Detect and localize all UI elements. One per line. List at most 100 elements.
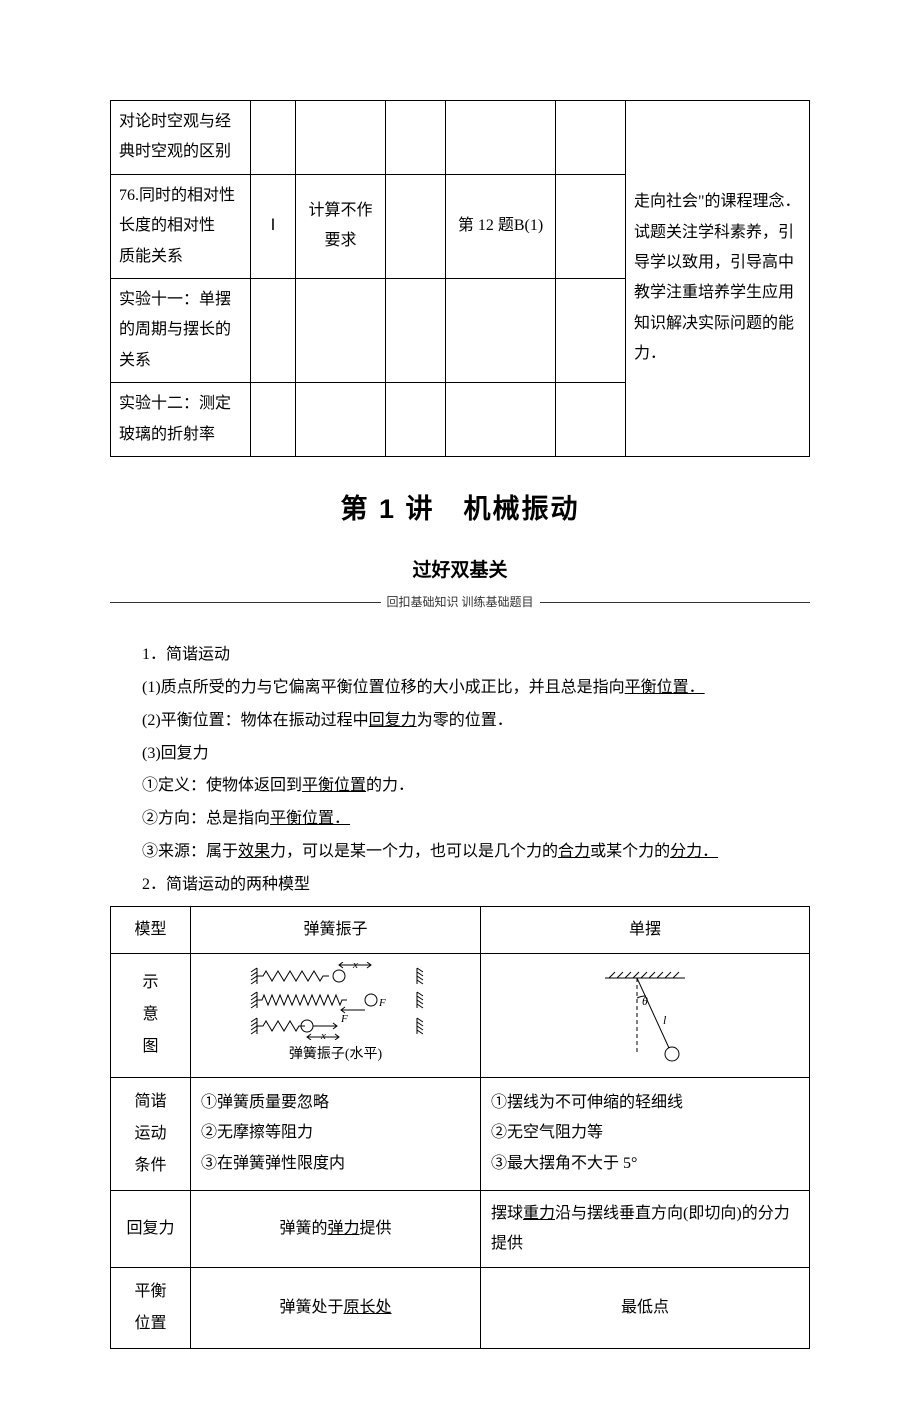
- cell: [251, 383, 296, 457]
- pendulum-diagram: θ l: [565, 968, 725, 1063]
- header-cell: 模型: [111, 906, 191, 953]
- cell: 对论时空观与经典时空观的区别: [111, 101, 251, 175]
- paragraph: ③来源：属于效果力，可以是某一个力，也可以是几个力的合力或某个力的分力．: [110, 838, 810, 867]
- list-item: ③最大摆角不大于 5°: [491, 1149, 799, 1179]
- svg-text:l: l: [663, 1013, 667, 1027]
- text: 或某个力的: [590, 843, 670, 860]
- paragraph: (2)平衡位置：物体在振动过程中回复力为零的位置．: [110, 707, 810, 736]
- list-item: ②无空气阻力等: [491, 1118, 799, 1148]
- cell: 弹簧的弹力提供: [191, 1190, 481, 1268]
- lecture-title: 第 1 讲 机械振动: [110, 485, 810, 534]
- cell: 计算不作要求: [296, 174, 386, 278]
- text: (2)平衡位置：物体在振动过程中: [142, 712, 369, 729]
- underline-text: 效果: [238, 843, 270, 860]
- underline-text: 弹力: [327, 1220, 359, 1237]
- list-item: ①摆线为不可伸缩的轻细线: [491, 1088, 799, 1118]
- cell: Ⅰ: [251, 174, 296, 278]
- row-label: 平衡位置: [111, 1268, 191, 1349]
- cell: 摆球重力沿与摆线垂直方向(即切向)的分力提供: [481, 1190, 810, 1268]
- divider-line: [540, 602, 811, 603]
- paragraph: ②方向：总是指向平衡位置．: [110, 805, 810, 834]
- models-table: 模型 弹簧振子 单摆 示意图: [110, 906, 810, 1350]
- text: 弹簧的: [279, 1220, 327, 1237]
- text: (1)质点所受的力与它偏离平衡位置位移的大小成正比，并且总是指向: [142, 679, 625, 696]
- cell: [296, 278, 386, 382]
- cell: [556, 278, 626, 382]
- underline-text: 合力: [558, 843, 590, 860]
- text: 图: [142, 1038, 158, 1055]
- table-row: 回复力 弹簧的弹力提供 摆球重力沿与摆线垂直方向(即切向)的分力提供: [111, 1190, 810, 1268]
- list-item: ②无摩擦等阻力: [201, 1118, 470, 1148]
- underline-text: 分力．: [670, 843, 718, 860]
- svg-text:F: F: [340, 1013, 348, 1025]
- table-row: 示意图: [111, 954, 810, 1078]
- svg-text:θ: θ: [642, 994, 648, 1008]
- cell: 实验十一：单摆的周期与摆长的关系: [111, 278, 251, 382]
- cell: 弹簧处于原长处: [191, 1268, 481, 1349]
- cell: [296, 101, 386, 175]
- table-row: 对论时空观与经典时空观的区别 走向社会"的课程理念．试题关注学科素养，引导学以致…: [111, 101, 810, 175]
- cell: [386, 174, 446, 278]
- underline-text: 平衡位置．: [625, 679, 705, 696]
- text: 力，可以是某一个力，也可以是几个力的: [270, 843, 558, 860]
- row-label: 回复力: [111, 1190, 191, 1268]
- text: 摆球: [491, 1205, 523, 1222]
- section-subtitle: 过好双基关: [412, 560, 507, 581]
- cell: [386, 101, 446, 175]
- underline-text: 回复力: [369, 712, 417, 729]
- cell: [446, 101, 556, 175]
- text: 提供: [360, 1220, 392, 1237]
- right-note-cell: 走向社会"的课程理念．试题关注学科素养，引导学以致用，引导高中教学注重培养学生应…: [626, 101, 810, 457]
- header-cell: 弹簧振子: [191, 906, 481, 953]
- divider-text: 回扣基础知识 训练基础题目: [387, 592, 534, 614]
- heading-1: 1．简谐运动: [110, 641, 810, 670]
- text: 运动: [134, 1125, 166, 1142]
- table-header-row: 模型 弹簧振子 单摆: [111, 906, 810, 953]
- underline-text: 平衡位置: [302, 777, 366, 794]
- cell: [386, 278, 446, 382]
- cell: 第 12 题B(1): [446, 174, 556, 278]
- row-label: 示意图: [111, 954, 191, 1078]
- text: 平衡: [134, 1283, 166, 1300]
- text: 意: [142, 1006, 158, 1023]
- underline-text: 平衡位置．: [270, 810, 350, 827]
- svg-text:F: F: [378, 997, 386, 1009]
- table-row: 简谐运动条件 ①弹簧质量要忽略 ②无摩擦等阻力 ③在弹簧弹性限度内 ①摆线为不可…: [111, 1077, 810, 1190]
- svg-text:x: x: [352, 962, 358, 971]
- text: 位置: [134, 1315, 166, 1332]
- cell: [251, 101, 296, 175]
- cell: [556, 383, 626, 457]
- text: 的力．: [366, 777, 414, 794]
- diagram-cell: θ l: [481, 954, 810, 1078]
- table-row: 平衡位置 弹簧处于原长处 最低点: [111, 1268, 810, 1349]
- text: 为零的位置．: [417, 712, 513, 729]
- cell: 实验十二：测定玻璃的折射率: [111, 383, 251, 457]
- cell: ①弹簧质量要忽略 ②无摩擦等阻力 ③在弹簧弹性限度内: [191, 1077, 481, 1190]
- cell: [556, 101, 626, 175]
- heading-2: 2．简谐运动的两种模型: [110, 871, 810, 900]
- cell: [251, 278, 296, 382]
- text: ②方向：总是指向: [142, 810, 270, 827]
- list-item: ③在弹簧弹性限度内: [201, 1149, 470, 1179]
- cell: 76.同时的相对性 长度的相对性 质能关系: [111, 174, 251, 278]
- row-label: 简谐运动条件: [111, 1077, 191, 1190]
- cell: [386, 383, 446, 457]
- underline-text: 重力: [523, 1205, 555, 1222]
- cell: [556, 174, 626, 278]
- svg-text:x: x: [320, 1030, 326, 1040]
- cell: ①摆线为不可伸缩的轻细线 ②无空气阻力等 ③最大摆角不大于 5°: [481, 1077, 810, 1190]
- text: 示: [142, 974, 158, 991]
- diagram-caption: 弹簧振子(水平): [201, 1042, 470, 1069]
- cell: 最低点: [481, 1268, 810, 1349]
- text: 简谐: [134, 1093, 166, 1110]
- divider-line: [110, 602, 381, 603]
- paragraph: ①定义：使物体返回到平衡位置的力．: [110, 772, 810, 801]
- cell: [446, 383, 556, 457]
- text: ③来源：属于: [142, 843, 238, 860]
- text: ①定义：使物体返回到: [142, 777, 302, 794]
- list-item: ①弹簧质量要忽略: [201, 1088, 470, 1118]
- spring-oscillator-diagram: x F F x: [241, 962, 431, 1040]
- syllabus-table: 对论时空观与经典时空观的区别 走向社会"的课程理念．试题关注学科素养，引导学以致…: [110, 100, 810, 457]
- paragraph: (3)回复力: [110, 740, 810, 769]
- cell: [296, 383, 386, 457]
